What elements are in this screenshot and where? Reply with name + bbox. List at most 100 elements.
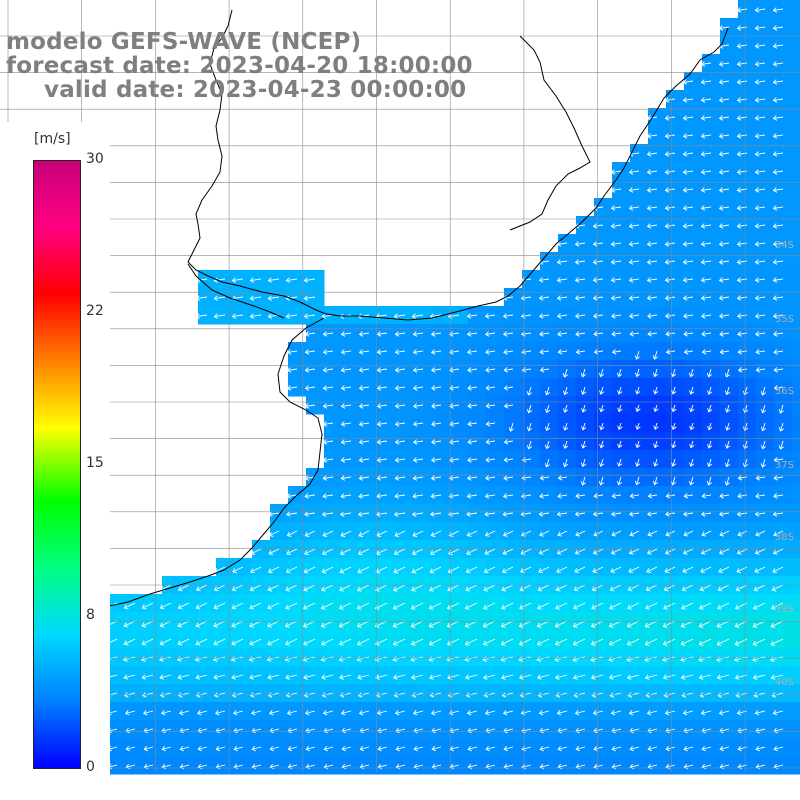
wind-speed-cell — [288, 540, 307, 559]
wind-speed-cell — [648, 126, 667, 145]
wind-speed-cell — [198, 738, 217, 757]
wind-arrow — [670, 368, 677, 378]
wind-arrow — [213, 638, 226, 646]
wind-speed-cell — [558, 486, 577, 505]
wind-speed-cell — [180, 612, 199, 631]
wind-arrow — [754, 223, 766, 229]
wind-speed-cell — [684, 504, 703, 523]
wind-arrow — [628, 187, 640, 193]
wind-arrow — [644, 674, 658, 680]
wind-speed-cell — [432, 558, 451, 577]
wind-arrow — [526, 404, 533, 414]
wind-arrow — [339, 511, 352, 517]
wind-arrow — [195, 638, 208, 646]
wind-speed-cell — [162, 756, 181, 775]
wind-speed-cell — [522, 306, 541, 325]
wind-speed-cell — [198, 594, 217, 613]
wind-speed-cell — [396, 504, 415, 523]
wind-speed-cell — [270, 306, 289, 325]
wind-arrow — [592, 710, 604, 716]
wind-arrow — [680, 674, 694, 680]
wind-speed-cell — [540, 702, 559, 721]
wind-speed-cell — [738, 558, 757, 577]
wind-arrow — [249, 602, 262, 610]
wind-speed-cell — [360, 306, 379, 325]
wind-arrow — [671, 458, 677, 467]
wind-speed-cell — [414, 738, 433, 757]
wind-speed-cell — [432, 342, 451, 361]
wind-arrow — [575, 493, 586, 499]
wind-speed-cell — [792, 342, 800, 361]
wind-arrow — [593, 493, 604, 499]
wind-arrow — [483, 584, 496, 592]
wind-arrow — [682, 548, 694, 555]
wind-speed-cell — [468, 468, 487, 487]
wind-speed-cell — [180, 630, 199, 649]
wind-speed-cell — [324, 360, 343, 379]
wind-speed-cell — [180, 648, 199, 667]
wind-speed-cell — [288, 306, 307, 325]
wind-arrow — [664, 223, 676, 229]
wind-arrow — [574, 566, 586, 574]
wind-speed-cell — [378, 594, 397, 613]
wind-speed-cell — [738, 270, 757, 289]
wind-arrow — [593, 349, 604, 355]
wind-arrow — [430, 530, 442, 537]
wind-speed-cell — [288, 648, 307, 667]
wind-speed-cell — [414, 360, 433, 379]
wind-arrow — [286, 530, 298, 537]
wind-speed-cell — [720, 756, 739, 775]
latitude-label: 36S — [775, 386, 794, 397]
wind-speed-cell — [414, 450, 433, 469]
wind-arrow — [466, 530, 478, 537]
wind-speed-cell — [738, 216, 757, 235]
wind-arrow — [340, 421, 352, 427]
wind-arrow — [736, 43, 748, 49]
wind-arrow — [634, 476, 641, 486]
wind-speed-cell — [324, 468, 343, 487]
wind-arrow — [772, 187, 784, 193]
wind-speed-cell — [522, 666, 541, 685]
wind-arrow — [754, 97, 766, 103]
wind-speed-cell — [720, 684, 739, 703]
wind-arrow — [646, 151, 658, 157]
wind-arrow — [394, 710, 406, 716]
wind-arrow — [376, 403, 388, 409]
wind-speed-cell — [594, 486, 613, 505]
wind-speed-cell — [792, 756, 800, 775]
wind-arrow — [611, 349, 622, 355]
wind-speed-cell — [630, 558, 649, 577]
wind-arrow — [652, 368, 659, 378]
wind-arrow — [485, 367, 496, 373]
wind-arrow — [448, 493, 460, 499]
wind-arrow — [664, 133, 676, 139]
wind-speed-cell — [396, 522, 415, 541]
wind-arrow — [464, 602, 478, 610]
wind-speed-cell — [720, 486, 739, 505]
wind-speed-cell — [378, 720, 397, 739]
wind-arrow — [539, 367, 550, 373]
wind-arrow — [250, 710, 262, 716]
wind-arrow — [772, 277, 784, 283]
wind-speed-cell — [450, 558, 469, 577]
wind-speed-cell — [486, 360, 505, 379]
wind-arrow — [773, 475, 784, 481]
wind-speed-cell — [612, 738, 631, 757]
wind-speed-cell — [612, 306, 631, 325]
wind-arrow — [562, 440, 569, 450]
wind-speed-cell — [666, 648, 685, 667]
wind-speed-cell — [540, 648, 559, 667]
wind-speed-cell — [540, 504, 559, 523]
wind-arrow — [375, 584, 388, 592]
wind-speed-cell — [198, 720, 217, 739]
wind-speed-cell — [648, 306, 667, 325]
wind-speed-cell — [342, 522, 361, 541]
wind-speed-cell — [756, 144, 775, 163]
wind-speed-cell — [342, 432, 361, 451]
wind-speed-cell — [360, 720, 379, 739]
wind-arrow — [340, 493, 352, 499]
wind-speed-cell — [450, 738, 469, 757]
wind-speed-cell — [234, 630, 253, 649]
wind-arrow — [701, 745, 712, 752]
wind-arrow — [485, 439, 496, 445]
